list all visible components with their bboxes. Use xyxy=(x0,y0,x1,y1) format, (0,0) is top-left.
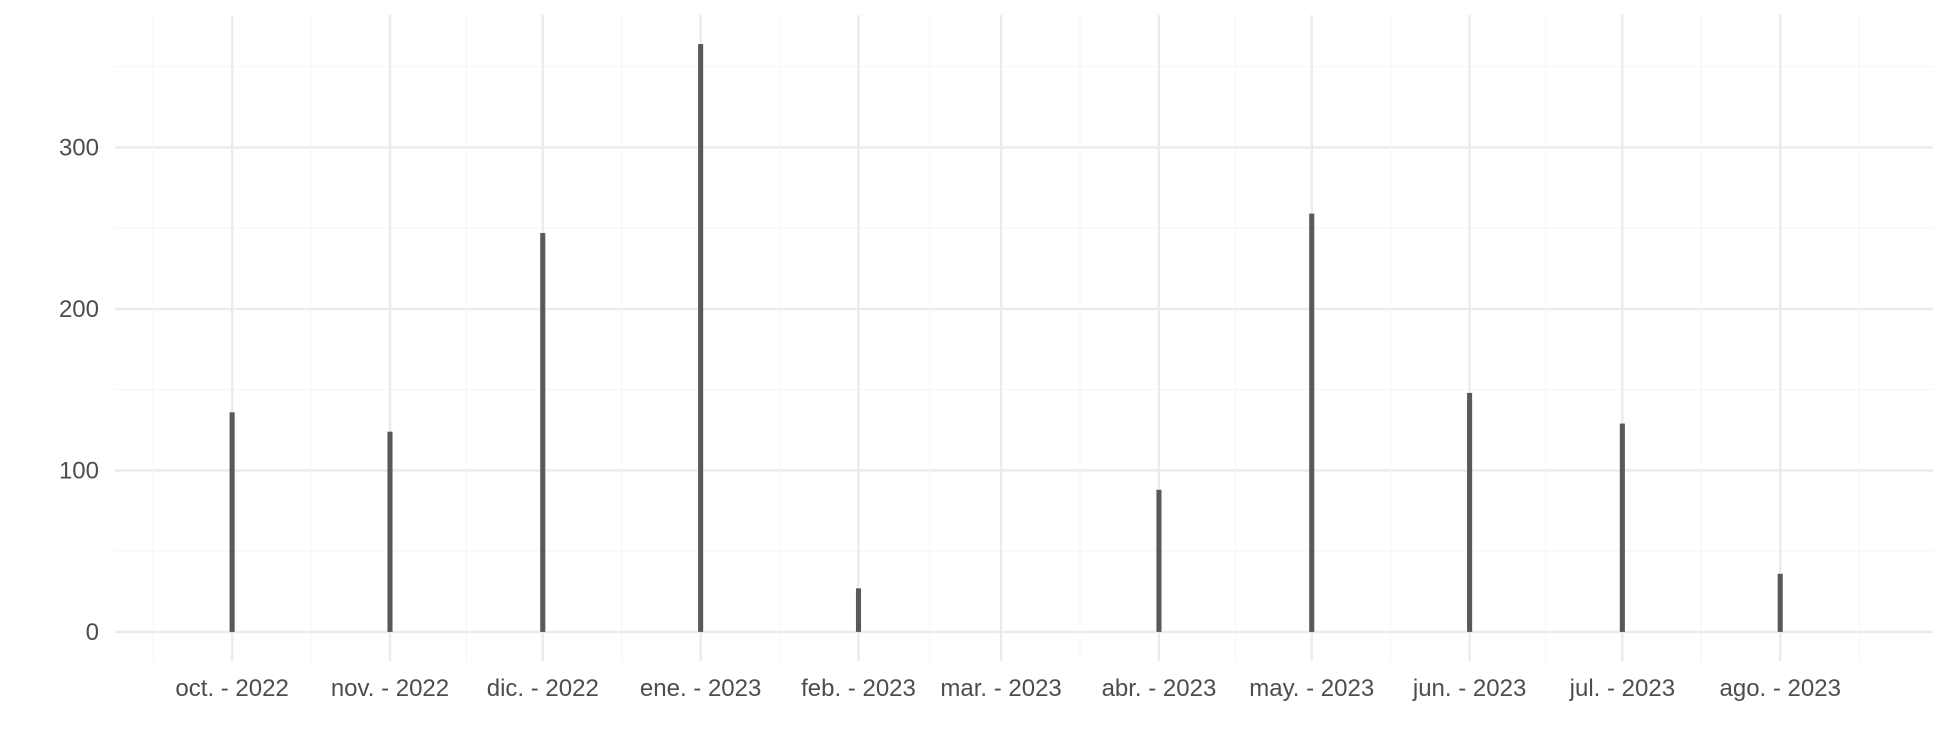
x-tick-label: jul. - 2023 xyxy=(1569,675,1675,702)
x-tick-label: ago. - 2023 xyxy=(1720,675,1841,702)
bar-2023-05-01 xyxy=(1309,213,1315,632)
bar-2023-04-01 xyxy=(1156,489,1162,632)
y-axis-tick-labels: 0 100 200 300 xyxy=(59,134,99,646)
bar-2022-10-01 xyxy=(229,412,235,632)
x-tick-label: jun. - 2023 xyxy=(1412,675,1526,702)
bar-2023-08-01 xyxy=(1777,573,1783,632)
x-tick-label: ene. - 2023 xyxy=(640,675,761,702)
bars xyxy=(229,44,1783,632)
x-axis-tick-labels: oct. - 2022 nov. - 2022 dic. - 2022 ene. - … xyxy=(175,675,1841,702)
bar-2022-12-01 xyxy=(540,233,546,632)
x-tick-label: feb. - 2023 xyxy=(801,675,916,702)
bar-2023-07-01 xyxy=(1619,423,1625,632)
x-tick-label: nov. - 2022 xyxy=(331,675,449,702)
x-tick-label: mar. - 2023 xyxy=(940,675,1061,702)
bar-2023-02-01 xyxy=(855,588,862,632)
x-tick-label: dic. - 2022 xyxy=(487,675,599,702)
y-tick-label: 200 xyxy=(59,296,99,323)
bar-2022-11-01 xyxy=(387,431,393,632)
x-tick-label: abr. - 2023 xyxy=(1102,675,1217,702)
bar-2023-06-01 xyxy=(1467,392,1473,632)
x-tick-label: may. - 2023 xyxy=(1249,675,1374,702)
y-tick-label: 300 xyxy=(59,134,99,161)
y-tick-label: 0 xyxy=(86,619,99,646)
x-tick-label: oct. - 2022 xyxy=(175,675,288,702)
bar-2023-01-01 xyxy=(698,44,704,632)
y-tick-label: 100 xyxy=(59,457,99,484)
